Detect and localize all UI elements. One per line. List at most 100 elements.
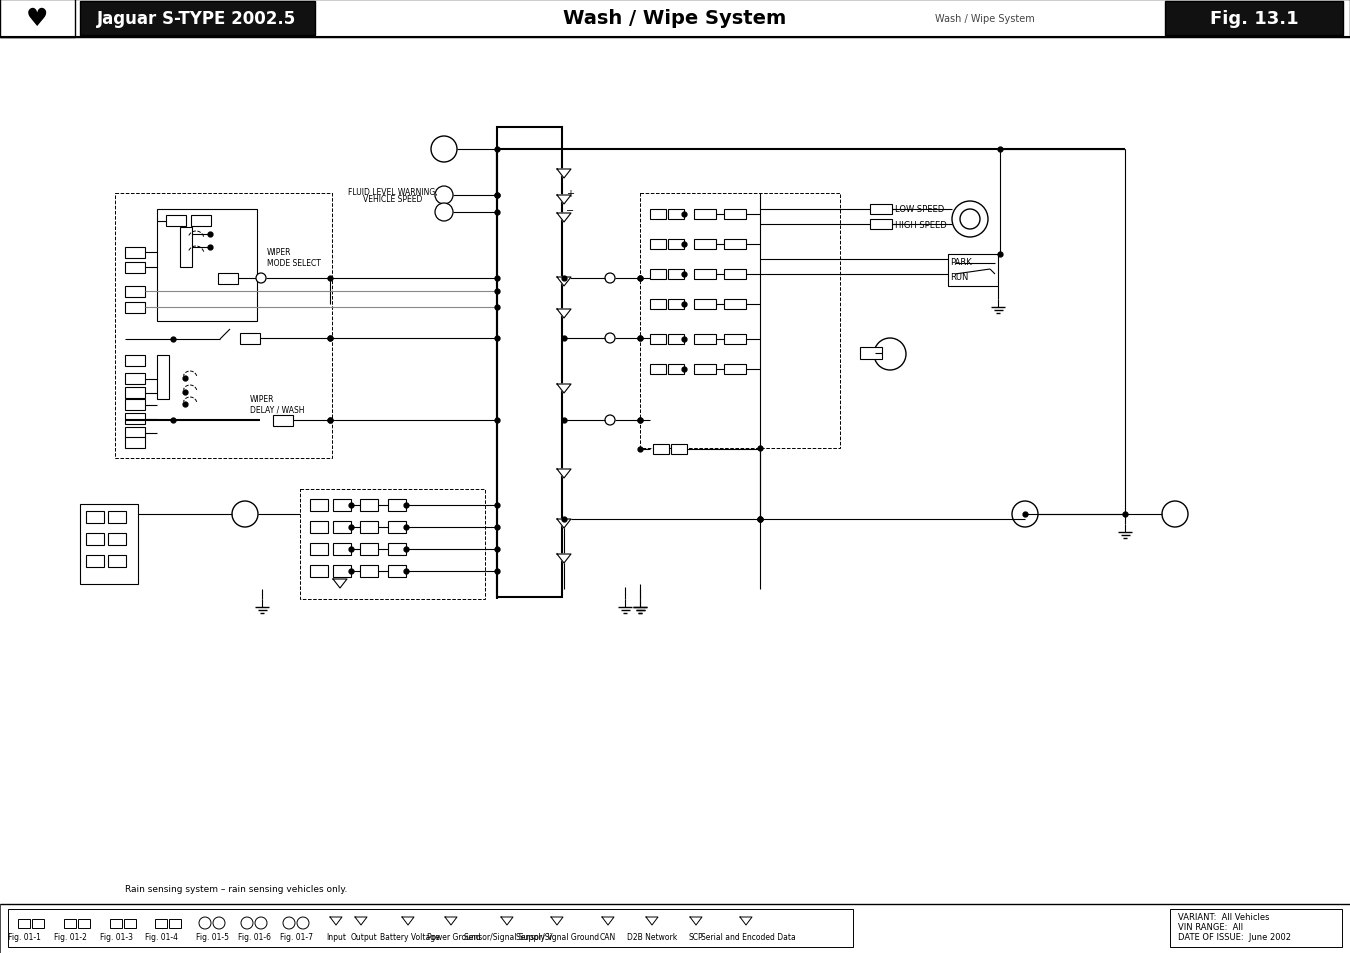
- Text: Input: Input: [325, 933, 346, 942]
- Bar: [668, 240, 684, 250]
- Text: Serial and Encoded Data: Serial and Encoded Data: [701, 933, 795, 942]
- Polygon shape: [355, 917, 367, 925]
- Bar: [80, 504, 138, 584]
- Text: Wash / Wipe System: Wash / Wipe System: [563, 10, 787, 29]
- Polygon shape: [551, 917, 563, 925]
- Circle shape: [198, 917, 211, 929]
- Bar: [108, 556, 126, 567]
- Polygon shape: [740, 917, 752, 925]
- Circle shape: [284, 917, 296, 929]
- Text: FLUID LEVEL WARNING,: FLUID LEVEL WARNING,: [348, 189, 437, 197]
- Bar: [190, 215, 211, 227]
- Polygon shape: [329, 917, 342, 925]
- Bar: [169, 919, 181, 928]
- Bar: [86, 512, 104, 523]
- Polygon shape: [558, 277, 571, 287]
- Circle shape: [297, 917, 309, 929]
- Text: LOW SPEED: LOW SPEED: [895, 205, 944, 214]
- Bar: [78, 919, 90, 928]
- Bar: [387, 543, 406, 556]
- Bar: [1170, 909, 1342, 947]
- Bar: [18, 919, 30, 928]
- Circle shape: [605, 416, 616, 426]
- Circle shape: [605, 334, 616, 344]
- Bar: [869, 205, 892, 214]
- Bar: [694, 335, 716, 345]
- Text: RUN: RUN: [950, 274, 968, 282]
- Text: −: −: [566, 206, 574, 215]
- Text: DATE OF ISSUE:  June 2002: DATE OF ISSUE: June 2002: [1179, 933, 1291, 942]
- Circle shape: [256, 274, 266, 284]
- Polygon shape: [690, 917, 702, 925]
- Polygon shape: [558, 195, 571, 205]
- Bar: [126, 263, 144, 274]
- Bar: [869, 220, 892, 230]
- Circle shape: [255, 917, 267, 929]
- Polygon shape: [402, 917, 414, 925]
- Bar: [724, 210, 747, 220]
- Bar: [694, 270, 716, 280]
- Bar: [310, 521, 328, 534]
- Polygon shape: [558, 385, 571, 394]
- Bar: [649, 270, 666, 280]
- Circle shape: [960, 210, 980, 230]
- Bar: [724, 365, 747, 375]
- Bar: [649, 240, 666, 250]
- Bar: [273, 416, 293, 427]
- Circle shape: [213, 917, 225, 929]
- Bar: [310, 543, 328, 556]
- Text: Sensor/Signal Ground: Sensor/Signal Ground: [517, 933, 599, 942]
- Text: SCP: SCP: [688, 933, 703, 942]
- Polygon shape: [446, 917, 458, 925]
- Bar: [668, 335, 684, 345]
- Bar: [166, 215, 186, 227]
- Text: Battery Voltage: Battery Voltage: [381, 933, 440, 942]
- Bar: [126, 374, 144, 385]
- Bar: [649, 210, 666, 220]
- Bar: [653, 444, 670, 455]
- Bar: [724, 240, 747, 250]
- Bar: [80, 2, 315, 36]
- Polygon shape: [558, 555, 571, 563]
- Bar: [126, 303, 144, 314]
- Bar: [333, 543, 351, 556]
- Bar: [333, 521, 351, 534]
- Bar: [32, 919, 45, 928]
- Bar: [387, 565, 406, 578]
- Bar: [126, 287, 144, 297]
- Polygon shape: [501, 917, 513, 925]
- Bar: [126, 248, 144, 258]
- Circle shape: [435, 187, 454, 205]
- Text: Fig. 01-5: Fig. 01-5: [196, 933, 228, 942]
- Bar: [0, 0, 76, 38]
- Text: Fig. 01-1: Fig. 01-1: [8, 933, 40, 942]
- Bar: [668, 270, 684, 280]
- Bar: [157, 355, 169, 399]
- Bar: [155, 919, 167, 928]
- Bar: [360, 499, 378, 512]
- Bar: [8, 909, 853, 947]
- Bar: [310, 499, 328, 512]
- Bar: [126, 355, 144, 367]
- Text: D2B Network: D2B Network: [626, 933, 678, 942]
- Text: ♥: ♥: [26, 7, 49, 30]
- Bar: [649, 335, 666, 345]
- Bar: [126, 437, 144, 449]
- Circle shape: [242, 917, 252, 929]
- Bar: [724, 335, 747, 345]
- Polygon shape: [558, 519, 571, 529]
- Bar: [668, 210, 684, 220]
- Bar: [333, 499, 351, 512]
- Text: Fig. 01-6: Fig. 01-6: [238, 933, 270, 942]
- Polygon shape: [602, 917, 614, 925]
- Bar: [671, 444, 687, 455]
- Bar: [694, 299, 716, 310]
- Bar: [108, 534, 126, 545]
- Polygon shape: [558, 213, 571, 223]
- Text: Output: Output: [351, 933, 378, 942]
- Bar: [860, 348, 882, 359]
- Circle shape: [873, 338, 906, 371]
- Text: WIPER
MODE SELECT: WIPER MODE SELECT: [267, 248, 321, 268]
- Bar: [108, 512, 126, 523]
- Bar: [180, 228, 192, 268]
